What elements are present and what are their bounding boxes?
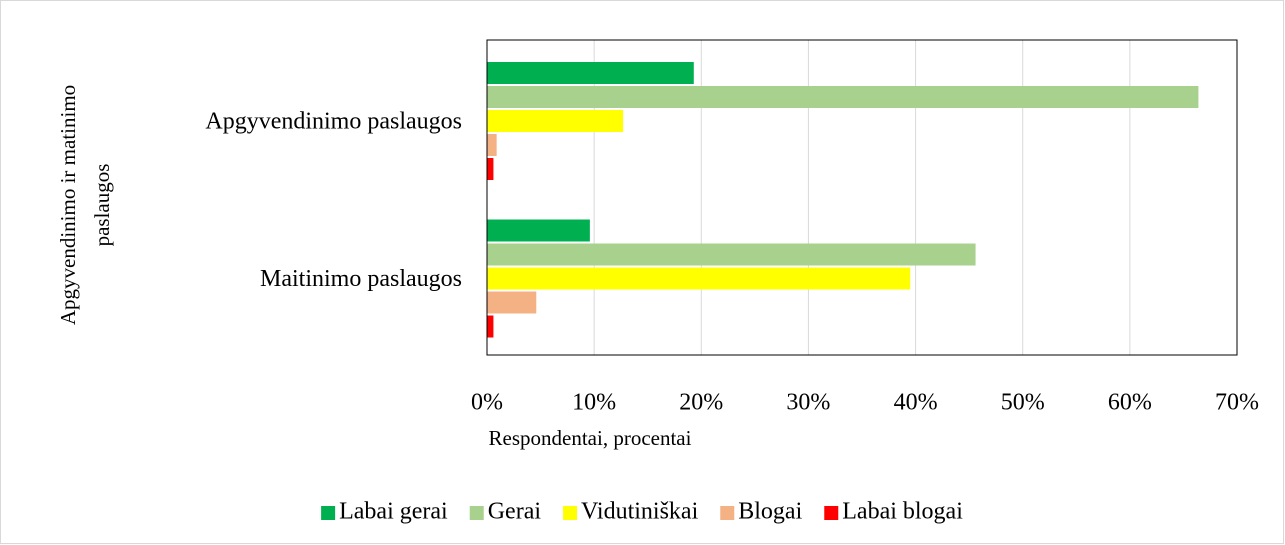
legend-swatch bbox=[824, 506, 839, 520]
x-tick-label: 60% bbox=[1108, 390, 1152, 416]
legend-label: Labai gerai bbox=[339, 499, 448, 525]
legend-label: Gerai bbox=[488, 499, 542, 525]
x-tick-label: 0% bbox=[471, 390, 503, 416]
bar bbox=[487, 158, 494, 180]
x-axis-title: Respondentai, procentai bbox=[489, 426, 692, 450]
legend-swatch bbox=[720, 506, 735, 520]
legend-label: Vidutiniškai bbox=[581, 499, 699, 525]
bar bbox=[487, 86, 1199, 108]
y-tick-label: Maitinimo paslaugos bbox=[260, 266, 462, 292]
legend-swatch bbox=[469, 506, 484, 520]
bar bbox=[487, 267, 911, 290]
legend: Labai gerai Gerai Vidutiniškai Blogai Labai … bbox=[321, 499, 963, 525]
x-tick-label: 50% bbox=[1001, 390, 1045, 416]
legend-label: Labai blogai bbox=[842, 499, 963, 525]
y-axis-title: Apgyvendinimo ir matinimo paslaugos bbox=[56, 85, 114, 325]
plot-frame bbox=[486, 39, 1238, 356]
x-tick-label: 70% bbox=[1215, 390, 1259, 416]
bar bbox=[487, 315, 494, 338]
y-axis-title-line: Apgyvendinimo ir matinimo bbox=[56, 85, 80, 325]
bar bbox=[487, 243, 976, 266]
bar bbox=[487, 110, 624, 132]
x-tick-label: 20% bbox=[679, 390, 723, 416]
bar bbox=[487, 62, 694, 84]
x-tick-label: 30% bbox=[786, 390, 830, 416]
y-axis-title-line: paslaugos bbox=[90, 164, 114, 247]
x-tick-label: 40% bbox=[894, 390, 938, 416]
bar bbox=[487, 219, 590, 242]
legend-swatch bbox=[321, 506, 336, 520]
bar bbox=[487, 291, 537, 314]
y-tick-label: Apgyvendinimo paslaugos bbox=[205, 109, 462, 135]
legend-swatch bbox=[563, 506, 578, 520]
legend-label: Blogai bbox=[738, 499, 802, 525]
bar bbox=[487, 134, 497, 156]
x-tick-label: 10% bbox=[572, 390, 616, 416]
